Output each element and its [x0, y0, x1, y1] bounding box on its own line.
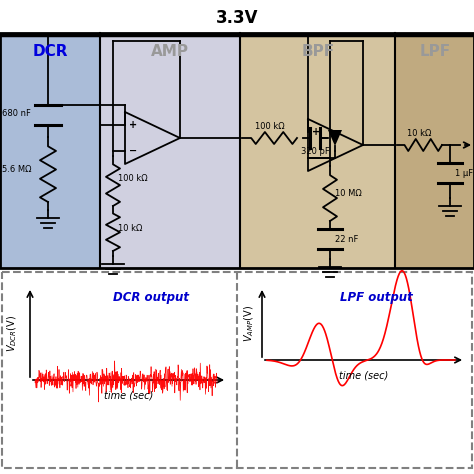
Text: $V_{DCR}$(V): $V_{DCR}$(V): [5, 315, 19, 352]
Text: +: +: [129, 120, 137, 130]
Text: −: −: [129, 146, 137, 156]
Bar: [395, 33, 474, 268]
Text: 1 μF: 1 μF: [455, 168, 473, 177]
Text: 22 nF: 22 nF: [335, 235, 358, 244]
Text: BPF: BPF: [301, 44, 335, 58]
Text: 5.6 MΩ: 5.6 MΩ: [2, 165, 31, 174]
Text: 10 kΩ: 10 kΩ: [407, 128, 432, 137]
Bar: [240, 33, 395, 268]
Text: 100 kΩ: 100 kΩ: [255, 121, 284, 130]
Bar: [0, 33, 100, 268]
Text: 10 kΩ: 10 kΩ: [118, 224, 142, 233]
Text: 100 kΩ: 100 kΩ: [118, 174, 147, 183]
Text: DCR output: DCR output: [113, 291, 189, 303]
Text: +: +: [312, 127, 320, 137]
Polygon shape: [328, 130, 342, 146]
Text: 10 MΩ: 10 MΩ: [335, 189, 362, 198]
Bar: [100, 33, 240, 268]
Text: $V_{AMP}$(V): $V_{AMP}$(V): [242, 305, 256, 342]
Text: DCR: DCR: [32, 44, 68, 58]
Text: AMP: AMP: [151, 44, 189, 58]
Text: 3.3V: 3.3V: [216, 9, 258, 27]
Text: time (sec): time (sec): [339, 371, 388, 381]
Text: 320 pF: 320 pF: [301, 147, 329, 156]
Text: 680 nF: 680 nF: [2, 109, 31, 118]
Bar: [2, 272, 472, 468]
Text: time (sec): time (sec): [104, 391, 153, 401]
Bar: [0, 33, 474, 268]
Text: LPF: LPF: [419, 44, 451, 58]
Text: LPF output: LPF output: [340, 291, 412, 303]
Text: −: −: [312, 153, 320, 163]
